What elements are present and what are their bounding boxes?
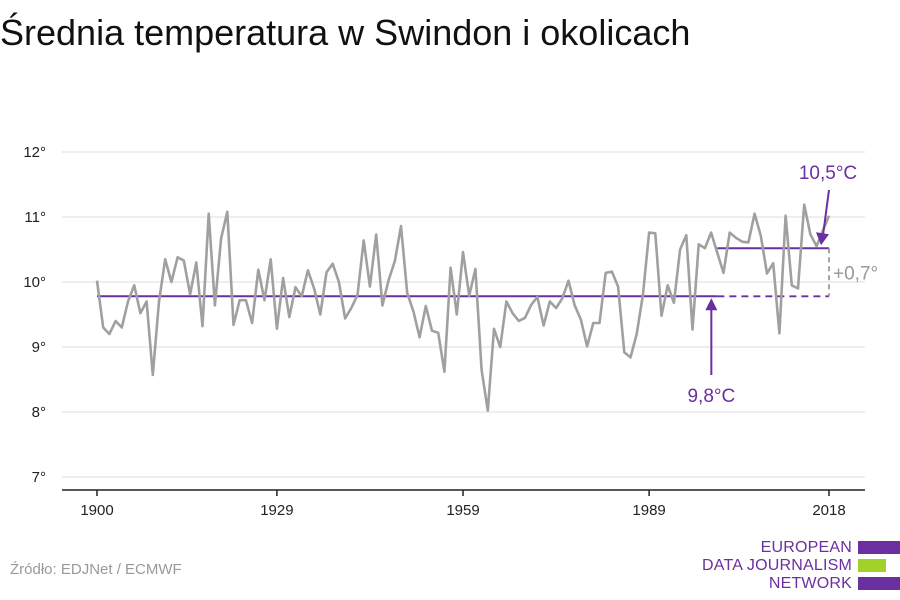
x-tick-label: 1989	[632, 502, 665, 519]
y-tick-label: 8°	[32, 404, 46, 421]
y-tick-label: 9°	[32, 339, 46, 356]
edjnet-logo[interactable]: EUROPEAN DATA JOURNALISM NETWORK	[700, 537, 900, 597]
y-tick-label: 10°	[23, 274, 46, 291]
logo-bar-purple-top	[858, 541, 900, 554]
grid-lines	[62, 151, 865, 478]
temperature-line-chart: 7° 8° 9° 10° 11° 12° 1900 1929 1959 1989 2018 +0,…	[23, 144, 878, 519]
x-tick-label: 1959	[446, 502, 479, 519]
x-tick-label: 1900	[80, 502, 113, 519]
source-note: Źródło: EDJNet / ECMWF	[10, 561, 182, 578]
x-axis: 1900 1929 1959 1989 2018	[62, 489, 865, 519]
annotations: +0,7° 9,8°C 10,5°C	[687, 163, 878, 407]
recent-arrowhead	[816, 232, 829, 246]
logo-text: EUROPEAN DATA JOURNALISM NETWORK	[702, 539, 852, 593]
y-tick-label: 12°	[23, 144, 46, 161]
logo-line-3: NETWORK	[768, 575, 852, 592]
chart-title: Średnia temperatura w Swindon i okolicac…	[0, 12, 691, 53]
logo-bar-green	[858, 559, 886, 572]
logo-line-2: DATA JOURNALISM	[702, 557, 852, 574]
logo-line-1: EUROPEAN	[760, 539, 852, 556]
difference-label: +0,7°	[833, 263, 878, 284]
series-layer	[95, 203, 831, 413]
recent-value-label: 10,5°C	[799, 163, 857, 184]
temperature-series-line	[95, 203, 831, 413]
x-tick-label: 2018	[812, 502, 845, 519]
logo-bar-purple-bottom	[858, 577, 900, 590]
baseline-value-label: 9,8°C	[687, 386, 735, 407]
y-axis-ticks: 7° 8° 9° 10° 11° 12°	[23, 144, 46, 486]
x-tick-label: 1929	[260, 502, 293, 519]
recent-arrow-line	[822, 189, 830, 236]
baseline-arrowhead	[705, 298, 718, 311]
y-tick-label: 7°	[32, 469, 46, 486]
y-tick-label: 11°	[24, 209, 46, 226]
